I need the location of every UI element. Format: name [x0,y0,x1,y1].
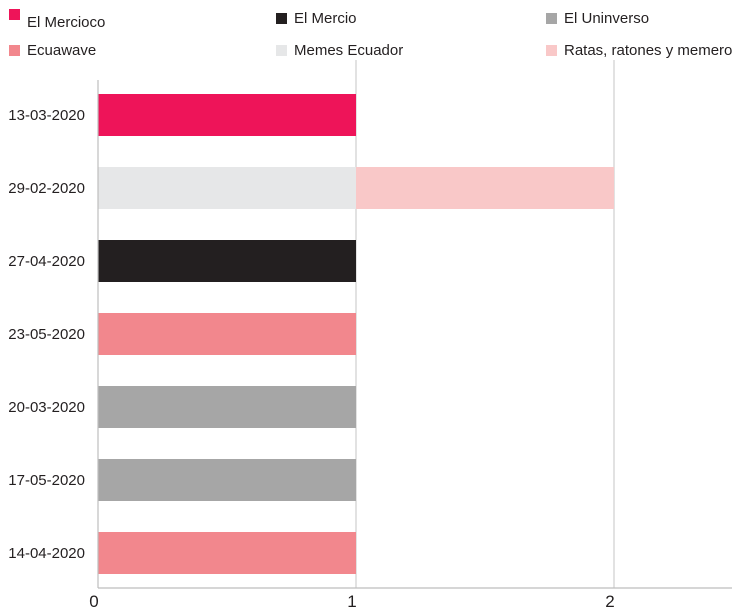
x-tick-label: 0 [89,592,98,611]
bar [98,532,356,574]
legend-label: El Uninverso [564,10,649,27]
x-tick-label: 2 [605,592,614,611]
x-axis-tick-labels: 0 1 2 [89,592,614,611]
legend-swatch [546,45,557,56]
legend-label: El Mercioco [27,14,105,31]
legend-label: Memes Ecuador [294,42,403,59]
y-tick-label: 27-04-2020 [8,253,85,270]
x-tick-label: 1 [347,592,356,611]
bar [98,459,356,501]
bars [98,94,614,574]
legend-label: Ecuawave [27,42,96,59]
legend-swatch [276,13,287,24]
y-tick-label: 29-02-2020 [8,180,85,197]
bar [98,167,356,209]
legend-label: Ratas, ratones y memeros [564,42,732,59]
y-tick-label: 14-04-2020 [8,545,85,562]
bar [98,386,356,428]
legend-label: El Mercio [294,10,357,27]
legend-swatch [9,45,20,56]
legend-swatch [546,13,557,24]
y-tick-label: 20-03-2020 [8,399,85,416]
gridlines [355,60,615,588]
y-tick-label: 17-05-2020 [8,472,85,489]
legend: El Mercioco El Mercio El Uninverso Ecuawave… [9,9,732,59]
bar [356,167,614,209]
bar [98,313,356,355]
axes [97,80,732,589]
legend-swatch [9,9,20,20]
bar [98,94,356,136]
y-tick-label: 13-03-2020 [8,107,85,124]
legend-swatch [276,45,287,56]
y-tick-label: 23-05-2020 [8,326,85,343]
bar [98,240,356,282]
y-axis-tick-labels: 13-03-2020 29-02-2020 27-04-2020 23-05-2020… [8,107,85,562]
